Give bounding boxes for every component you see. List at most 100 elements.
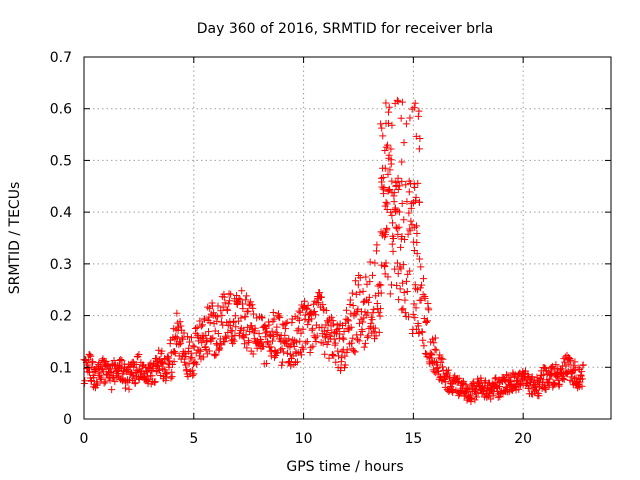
- data-point: [243, 344, 251, 352]
- data-point: [442, 378, 450, 386]
- data-point: [349, 301, 357, 309]
- data-point: [408, 105, 416, 113]
- data-point: [321, 350, 329, 358]
- data-point: [380, 190, 388, 198]
- data-point: [416, 255, 424, 263]
- data-point: [267, 343, 275, 351]
- plot-frame: [83, 56, 612, 420]
- data-point: [438, 363, 446, 371]
- data-point: [296, 309, 304, 317]
- data-point: [165, 354, 173, 362]
- data-point: [89, 358, 97, 366]
- data-point: [352, 277, 360, 285]
- data-point: [243, 308, 251, 316]
- data-point: [391, 265, 399, 273]
- data-point: [415, 198, 423, 206]
- data-point: [384, 187, 392, 195]
- data-point: [423, 317, 431, 325]
- data-point: [249, 350, 257, 358]
- data-point: [218, 318, 226, 326]
- data-point: [567, 356, 575, 364]
- data-point: [402, 120, 410, 128]
- data-point: [416, 284, 424, 292]
- data-point: [439, 355, 447, 363]
- data-point: [339, 334, 347, 342]
- data-point: [259, 342, 267, 350]
- data-point: [327, 313, 335, 321]
- data-point: [426, 349, 434, 357]
- data-point: [383, 206, 391, 214]
- data-point: [406, 225, 414, 233]
- data-point: [388, 121, 396, 129]
- data-point: [123, 367, 131, 375]
- data-point: [360, 343, 368, 351]
- data-point: [299, 325, 307, 333]
- data-point: [280, 348, 288, 356]
- data-point: [257, 313, 265, 321]
- data-point: [389, 247, 397, 255]
- data-point: [152, 368, 160, 376]
- data-point: [248, 301, 256, 309]
- data-point: [340, 335, 348, 343]
- data-point: [422, 319, 430, 327]
- data-point: [278, 361, 286, 369]
- data-point: [225, 300, 233, 308]
- data-point: [413, 250, 421, 258]
- y-tick-label: 0.1: [50, 360, 72, 376]
- data-point: [314, 299, 322, 307]
- data-point: [295, 316, 303, 324]
- data-point: [268, 347, 276, 355]
- data-point: [193, 323, 201, 331]
- data-point: [214, 313, 222, 321]
- data-point: [397, 265, 405, 273]
- data-point: [388, 281, 396, 289]
- data-point: [377, 289, 385, 297]
- y-tick-label: 0.2: [50, 309, 72, 325]
- data-point: [464, 385, 472, 393]
- data-point: [171, 349, 179, 357]
- data-point: [312, 311, 320, 319]
- data-point: [359, 287, 367, 295]
- data-point: [199, 353, 207, 361]
- data-point: [428, 351, 436, 359]
- data-point: [226, 322, 234, 330]
- data-point: [468, 395, 476, 403]
- data-point: [419, 336, 427, 344]
- data-point: [343, 346, 351, 354]
- data-point: [406, 267, 414, 275]
- data-point: [301, 297, 309, 305]
- data-point: [578, 382, 586, 390]
- data-point: [535, 392, 543, 400]
- data-point: [278, 345, 286, 353]
- data-point: [371, 259, 379, 267]
- data-point: [195, 346, 203, 354]
- data-point: [322, 306, 330, 314]
- data-point: [436, 351, 444, 359]
- data-point: [270, 315, 278, 323]
- data-point: [306, 348, 314, 356]
- data-point: [362, 273, 370, 281]
- data-point: [421, 294, 429, 302]
- data-point: [472, 393, 480, 401]
- data-point: [410, 300, 418, 308]
- data-point: [495, 383, 503, 391]
- data-point: [329, 320, 337, 328]
- data-point: [341, 352, 349, 360]
- data-point: [405, 177, 413, 185]
- data-point: [179, 335, 187, 343]
- data-point: [269, 337, 277, 345]
- data-point: [238, 287, 246, 295]
- data-point: [231, 312, 239, 320]
- data-point: [369, 309, 377, 317]
- data-point: [122, 384, 130, 392]
- data-point: [195, 352, 203, 360]
- data-point: [414, 322, 422, 330]
- data-point: [503, 371, 511, 379]
- data-point: [102, 358, 110, 366]
- data-point: [370, 328, 378, 336]
- data-point: [501, 377, 509, 385]
- data-point: [393, 224, 401, 232]
- data-point: [418, 281, 426, 289]
- data-point: [377, 228, 385, 236]
- data-point: [279, 320, 287, 328]
